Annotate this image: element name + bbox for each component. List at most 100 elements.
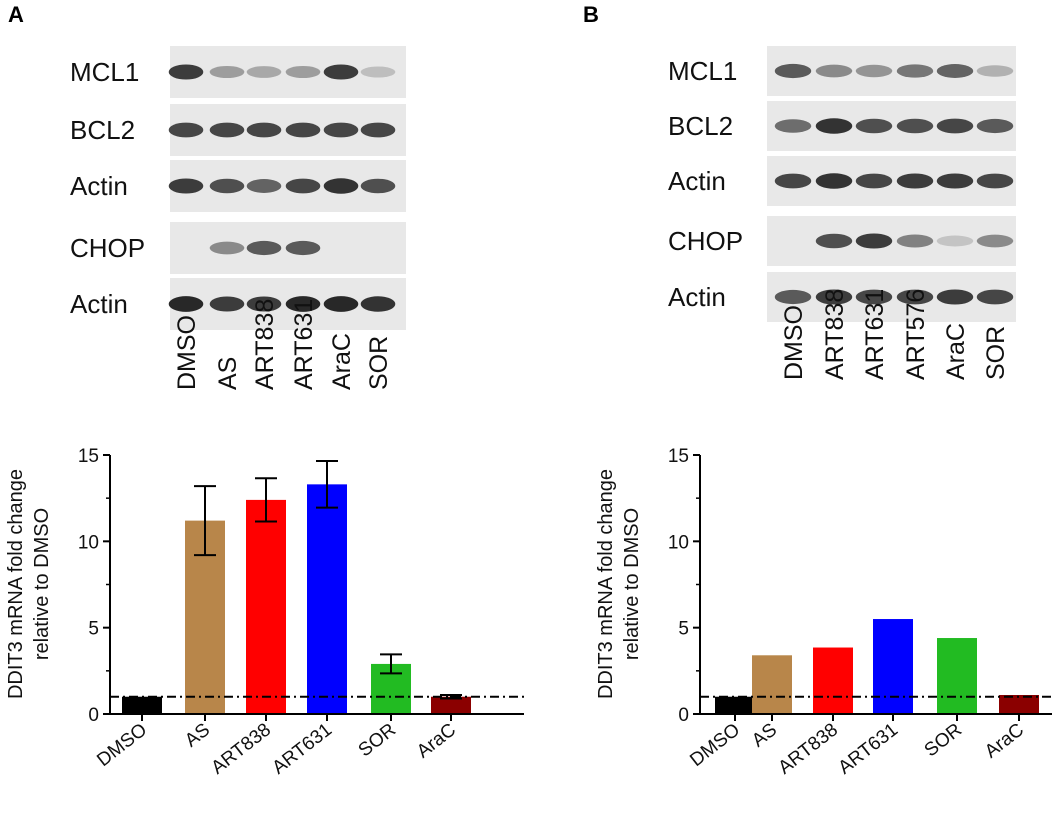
blot-row-label: Actin <box>668 166 726 196</box>
blot-band <box>976 118 1014 134</box>
blot-band <box>323 122 359 138</box>
blot-band <box>815 233 853 249</box>
error-bar <box>316 460 338 509</box>
y-tick-label: 5 <box>678 619 689 640</box>
blot-row-chop: CHOP <box>70 222 406 274</box>
blot-band <box>323 64 359 80</box>
y-tick-label: 10 <box>668 532 689 553</box>
blot-row-chop: CHOP <box>668 216 1016 266</box>
blot-band <box>815 64 853 78</box>
y-tick-label: 15 <box>668 446 689 467</box>
x-tick-label: AS <box>181 719 214 751</box>
blot-band <box>168 122 204 138</box>
lane-label: DMSO <box>780 305 808 380</box>
blot-band <box>936 289 974 305</box>
error-bar <box>255 477 277 523</box>
bar-art838 <box>813 647 853 714</box>
blot-band <box>323 178 359 194</box>
blot-row-label: CHOP <box>668 226 743 256</box>
x-tick-label: ART838 <box>774 719 842 778</box>
blot-band <box>896 173 934 189</box>
x-tick-label: SOR <box>921 719 966 761</box>
blot-band <box>774 119 812 133</box>
blot-band <box>285 65 321 79</box>
y-tick-label: 15 <box>78 446 99 467</box>
blot-band <box>976 289 1014 305</box>
x-tick-label: SOR <box>355 719 400 761</box>
blot-row-label: Actin <box>668 282 726 312</box>
y-tick-label: 0 <box>88 705 99 726</box>
blot-row-actin: Actin <box>70 278 406 330</box>
blot-row-bcl2: BCL2 <box>668 101 1016 151</box>
blot-row-mcl1: MCL1 <box>70 46 406 98</box>
blot-band <box>246 240 282 256</box>
blot-band <box>246 122 282 138</box>
blot-band <box>896 289 934 305</box>
blot-band <box>896 234 934 248</box>
panel-letter: B <box>583 2 599 27</box>
y-axis-label-line1: DDIT3 mRNA fold change <box>5 469 27 699</box>
y-tick-label: 0 <box>678 705 689 726</box>
blot-row-label: CHOP <box>70 233 145 263</box>
error-bar <box>440 694 462 700</box>
error-bar <box>380 653 402 675</box>
blot-band <box>815 289 853 305</box>
blot-band <box>246 179 282 193</box>
blot-band <box>360 178 396 194</box>
blot-band <box>855 173 893 189</box>
x-tick-label: ART838 <box>207 719 275 778</box>
blot-band <box>855 64 893 78</box>
lane-label: DMSO <box>173 315 201 390</box>
bar-dmso <box>122 696 162 714</box>
blot-band <box>285 178 321 194</box>
blot-row-label: Actin <box>70 289 128 319</box>
blot-band <box>209 296 245 312</box>
blot-band <box>774 173 812 189</box>
blot-band <box>976 234 1014 248</box>
blot-band <box>815 118 853 134</box>
blot-band <box>209 65 245 79</box>
y-tick-label: 5 <box>88 619 99 640</box>
blot-band <box>360 296 396 312</box>
western-blot: MCL1 BCL2 Actin CHOP Actin DMSO ART838 ART631 AR… <box>668 46 1016 380</box>
blot-band <box>936 64 974 78</box>
blot-band <box>976 65 1014 77</box>
blot-band <box>815 173 853 189</box>
bar-as <box>752 655 792 714</box>
blot-band <box>246 296 282 312</box>
blot-band <box>936 235 974 247</box>
lane-label: AS <box>214 357 242 390</box>
bar-art838 <box>246 499 286 714</box>
x-tick-label: AraC <box>413 719 460 762</box>
lane-label: SOR <box>365 336 393 390</box>
blot-row-label: BCL2 <box>668 111 733 141</box>
blot-band <box>168 178 204 194</box>
blot-band <box>323 296 359 312</box>
blot-band <box>209 178 245 194</box>
x-tick-label: AS <box>748 719 781 751</box>
lane-label: SOR <box>982 326 1010 380</box>
lane-label: ART838 <box>821 289 849 380</box>
blot-row-label: Actin <box>70 171 128 201</box>
blot-band <box>360 66 396 78</box>
lane-label: ART631 <box>290 299 318 390</box>
y-axis-label-line1: DDIT3 mRNA fold change <box>595 469 617 699</box>
blot-band <box>285 122 321 138</box>
blot-band <box>936 173 974 189</box>
error-bar <box>194 485 216 557</box>
western-blot: MCL1 BCL2 Actin CHOP Actin DMSO AS ART838 ART631… <box>70 46 406 390</box>
panel-b: B MCL1 BCL2 Actin CHOP Actin DMSO ART838 ART631 A… <box>583 2 1052 779</box>
bar-sor <box>937 638 977 714</box>
blot-band <box>285 296 321 312</box>
blot-band <box>855 233 893 249</box>
blot-band <box>896 64 934 78</box>
x-tick-label: AraC <box>981 719 1028 762</box>
blot-row-mcl1: MCL1 <box>668 46 1016 96</box>
x-tick-label: DMSO <box>93 719 151 771</box>
blot-row-bcl2: BCL2 <box>70 104 406 156</box>
lane-label: ART631 <box>861 289 889 380</box>
blot-band <box>774 63 812 79</box>
blot-band <box>774 289 812 305</box>
